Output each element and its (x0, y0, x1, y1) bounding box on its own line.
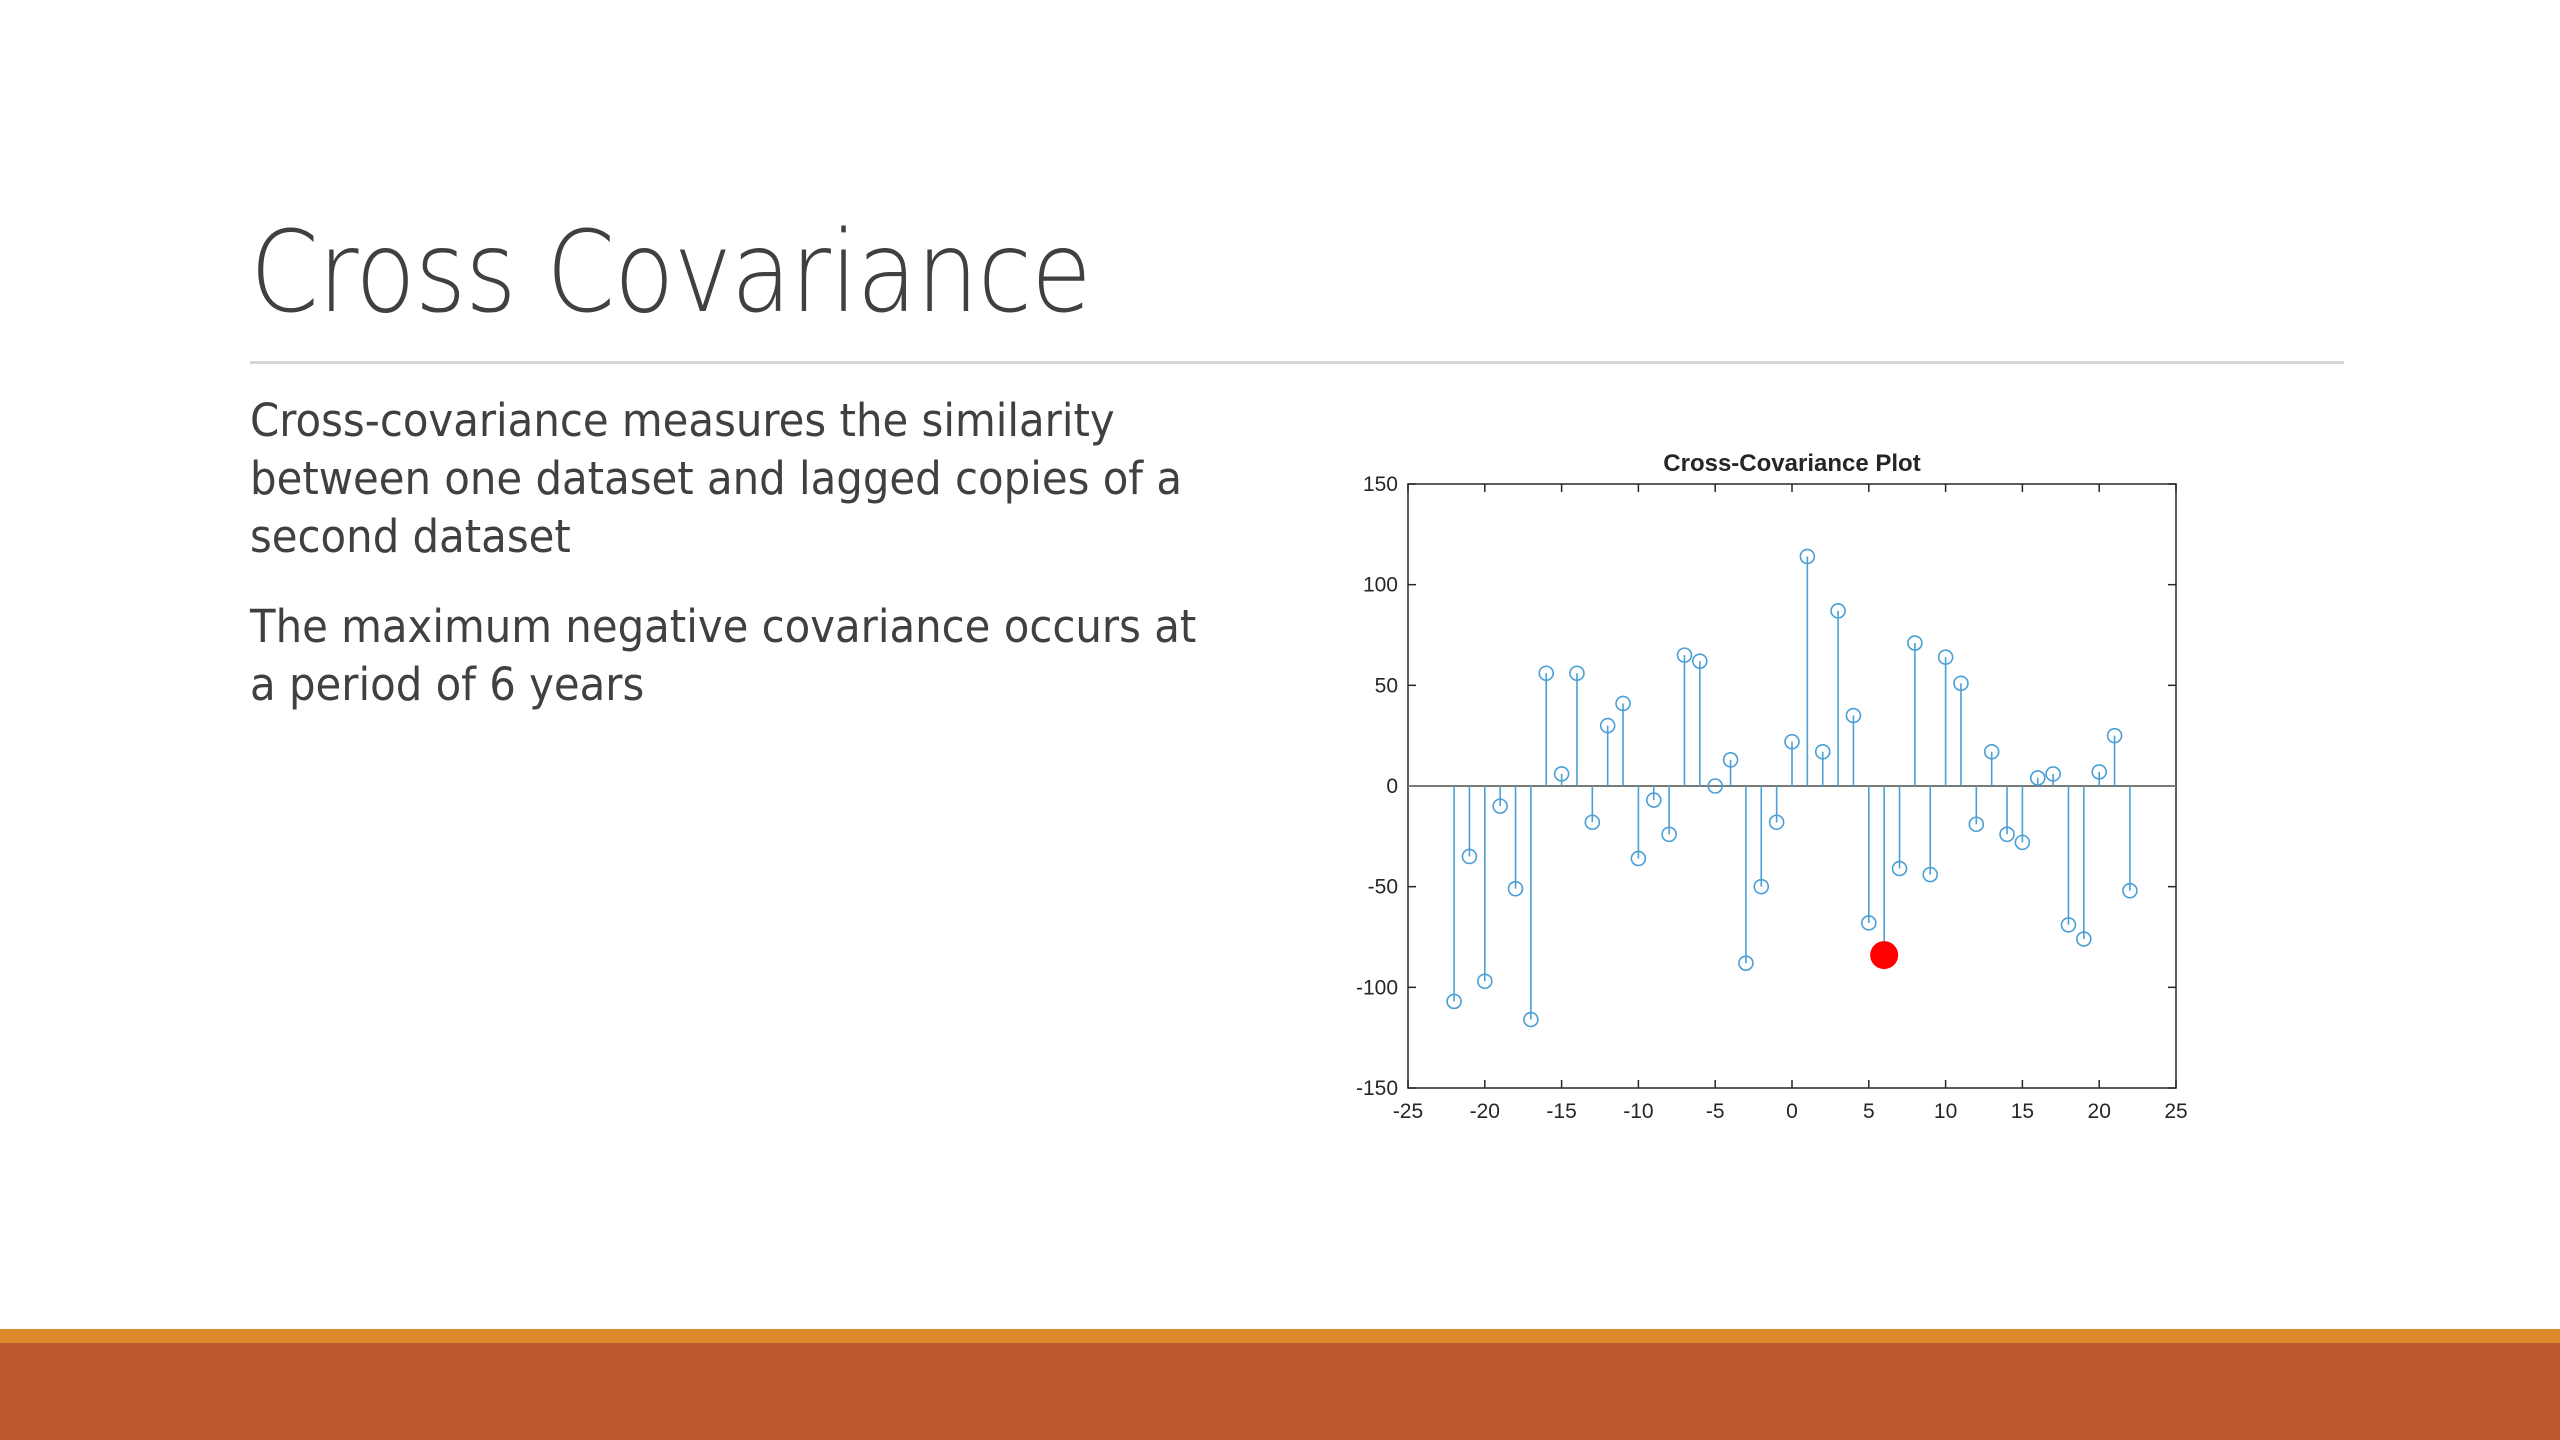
y-tick-label: -150 (1356, 1077, 1398, 1100)
y-tick-label: 150 (1363, 473, 1398, 496)
stem-marker (1907, 635, 1923, 651)
stem-marker (2122, 882, 2138, 899)
stem-marker (1845, 707, 1862, 724)
stem-marker (1937, 649, 1954, 665)
stem-marker (1645, 792, 1662, 808)
stem-marker (1615, 695, 1631, 712)
slide-body: Cross-covariance measures the similarity… (250, 392, 1280, 746)
stem-marker (1983, 743, 2000, 760)
y-tick-label: 50 (1375, 674, 1398, 697)
stem-marker (1553, 766, 1570, 782)
stem-marker (1738, 955, 1754, 971)
title-divider (250, 361, 2344, 364)
stem-marker (2029, 770, 2046, 786)
stem-marker (2014, 834, 2031, 851)
stem-marker (1722, 752, 1739, 768)
stem-marker (1538, 665, 1555, 682)
x-tick-label: 25 (2164, 1100, 2187, 1123)
x-tick-label: 15 (2011, 1100, 2034, 1123)
stem-marker (1584, 814, 1601, 831)
y-tick-label: 0 (1386, 775, 1398, 798)
stem-marker (1922, 866, 1939, 883)
x-tick-label: -25 (1393, 1100, 1423, 1123)
stem-marker (1799, 548, 1816, 565)
stem-marker (2076, 931, 2092, 947)
stem-marker (1860, 915, 1877, 931)
stem-marker (1477, 973, 1493, 990)
stem-marker (2091, 764, 2108, 780)
stem-marker (1446, 993, 1462, 1010)
stem-marker (1692, 653, 1708, 669)
stem-marker (1784, 733, 1800, 750)
y-tick-label: 100 (1363, 574, 1398, 597)
x-tick-label: -10 (1623, 1100, 1653, 1123)
chart-title: Cross-Covariance Plot (1663, 450, 1920, 477)
stem-marker (1891, 860, 1908, 877)
x-tick-label: -15 (1546, 1100, 1576, 1123)
y-tick-label: -100 (1356, 976, 1398, 999)
x-tick-label: -5 (1706, 1100, 1725, 1123)
stem-marker (1768, 814, 1785, 831)
stem-marker (1753, 878, 1770, 895)
stem-marker (2060, 917, 2077, 933)
x-tick-label: 20 (2088, 1100, 2111, 1123)
footer-accent-stripe (0, 1329, 2560, 1343)
stem-marker (1523, 1011, 1539, 1028)
stem-marker (1492, 798, 1508, 814)
stem-marker (2106, 727, 2123, 744)
stem-marker (1707, 778, 1724, 794)
slide-title: Cross Covariance (250, 208, 1092, 338)
stem-marker (1999, 826, 2015, 843)
x-tick-label: -20 (1470, 1100, 1500, 1123)
stem-marker (1630, 850, 1647, 867)
stem-marker (1599, 717, 1616, 734)
stem-marker (1676, 647, 1693, 663)
stem-marker (2045, 766, 2061, 782)
x-tick-label: 0 (1786, 1100, 1798, 1123)
stem-marker (1661, 826, 1677, 843)
stem-marker (1830, 603, 1846, 619)
stem-marker (1461, 848, 1478, 865)
chart-svg: -25 -20 -15 -10 -5 0 5 10 15 20 25150100500-50-100… (1356, 450, 2188, 1123)
stem-marker (1814, 743, 1831, 760)
x-tick-label: 10 (1934, 1100, 1957, 1123)
stem-marker (1507, 880, 1524, 897)
y-tick-label: -50 (1368, 876, 1398, 899)
stem-marker (1953, 675, 1969, 692)
x-tick-label: 5 (1863, 1100, 1875, 1123)
stem-marker (1569, 665, 1585, 682)
bullet-paragraph: Cross-covariance measures the similarity… (250, 394, 1182, 563)
bullet-paragraph: The maximum negative covariance occurs a… (250, 600, 1197, 711)
stem-marker (1968, 816, 1985, 833)
cross-covariance-chart: -25 -20 -15 -10 -5 0 5 10 15 20 25 150 100 50 0 -50 -100… (1320, 436, 2220, 1156)
max-negative-highlight (1870, 941, 1899, 970)
footer-band (0, 1343, 2560, 1440)
